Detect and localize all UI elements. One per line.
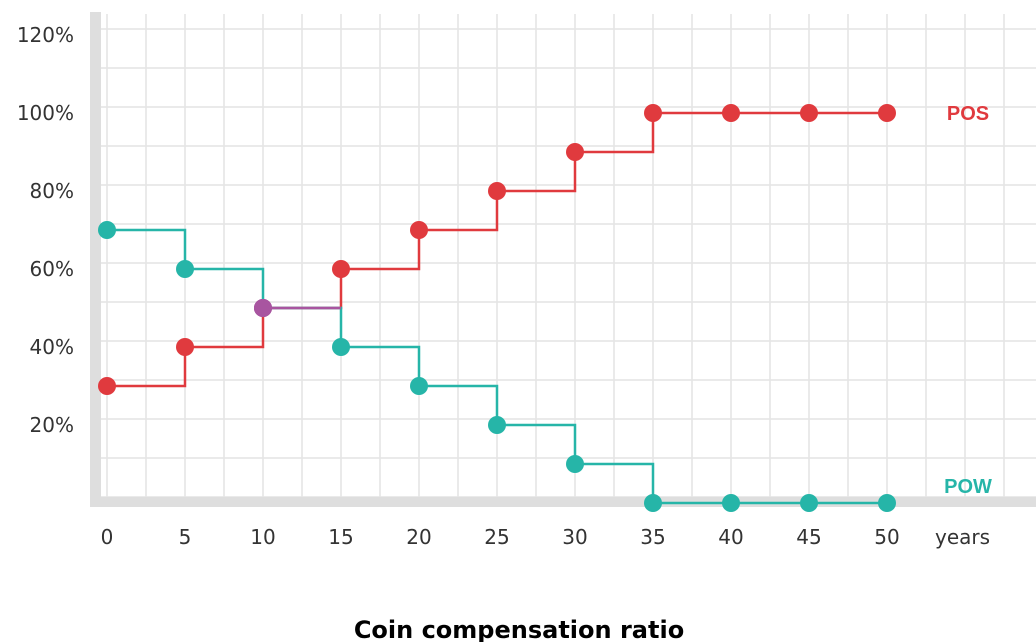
chart-series: POS POW: [98, 103, 992, 512]
x-tick-label: 40: [718, 525, 743, 549]
pos-point: [98, 377, 116, 395]
pow-point: [488, 416, 506, 434]
pos-point: [176, 338, 194, 356]
pow-point: [800, 494, 818, 512]
pos-point: [410, 221, 428, 239]
x-axis-line: [90, 497, 1036, 507]
pos-point: [722, 104, 740, 122]
pos-point: [488, 182, 506, 200]
x-tick-label: 35: [640, 525, 665, 549]
pow-point: [98, 221, 116, 239]
x-tick-label: 20: [406, 525, 431, 549]
x-tick-label: 25: [484, 525, 509, 549]
y-tick-label: 80%: [30, 179, 74, 203]
pow-point: [644, 494, 662, 512]
chart-title: Coin compensation ratio: [354, 616, 684, 642]
y-tick-label: 40%: [30, 335, 74, 359]
pow-line: [107, 228, 887, 505]
pos-series-label: POS: [947, 103, 989, 125]
pow-point: [878, 494, 896, 512]
x-tick-label: 50: [874, 525, 899, 549]
pos-point: [566, 143, 584, 161]
pos-point: [644, 104, 662, 122]
y-axis-line: [90, 12, 101, 507]
x-tick-label: 45: [796, 525, 821, 549]
y-tick-label: 120%: [17, 23, 74, 47]
x-tick-label: 10: [250, 525, 275, 549]
x-tick-label: 15: [328, 525, 353, 549]
x-tick-label: 0: [101, 525, 114, 549]
pow-series-label: POW: [944, 476, 992, 498]
x-tick-label: 30: [562, 525, 587, 549]
y-tick-label: 20%: [30, 413, 74, 437]
x-axis-label: years: [935, 525, 990, 549]
pow-point: [566, 455, 584, 473]
y-tick-label: 60%: [30, 257, 74, 281]
intersection-point: [254, 299, 272, 317]
chart-axes: [90, 12, 1036, 507]
pos-point: [332, 260, 350, 278]
pow-point: [176, 260, 194, 278]
pos-point: [878, 104, 896, 122]
pos-point: [800, 104, 818, 122]
pow-point: [332, 338, 350, 356]
y-axis-ticks: 20% 40% 60% 80% 100% 120%: [17, 23, 74, 437]
pow-point: [410, 377, 428, 395]
x-axis-ticks: 0 5 10 15 20 25 30 35 40 45 50: [101, 525, 900, 549]
x-tick-label: 5: [179, 525, 192, 549]
y-tick-label: 100%: [17, 101, 74, 125]
pow-point: [722, 494, 740, 512]
pos-line: [107, 111, 887, 388]
